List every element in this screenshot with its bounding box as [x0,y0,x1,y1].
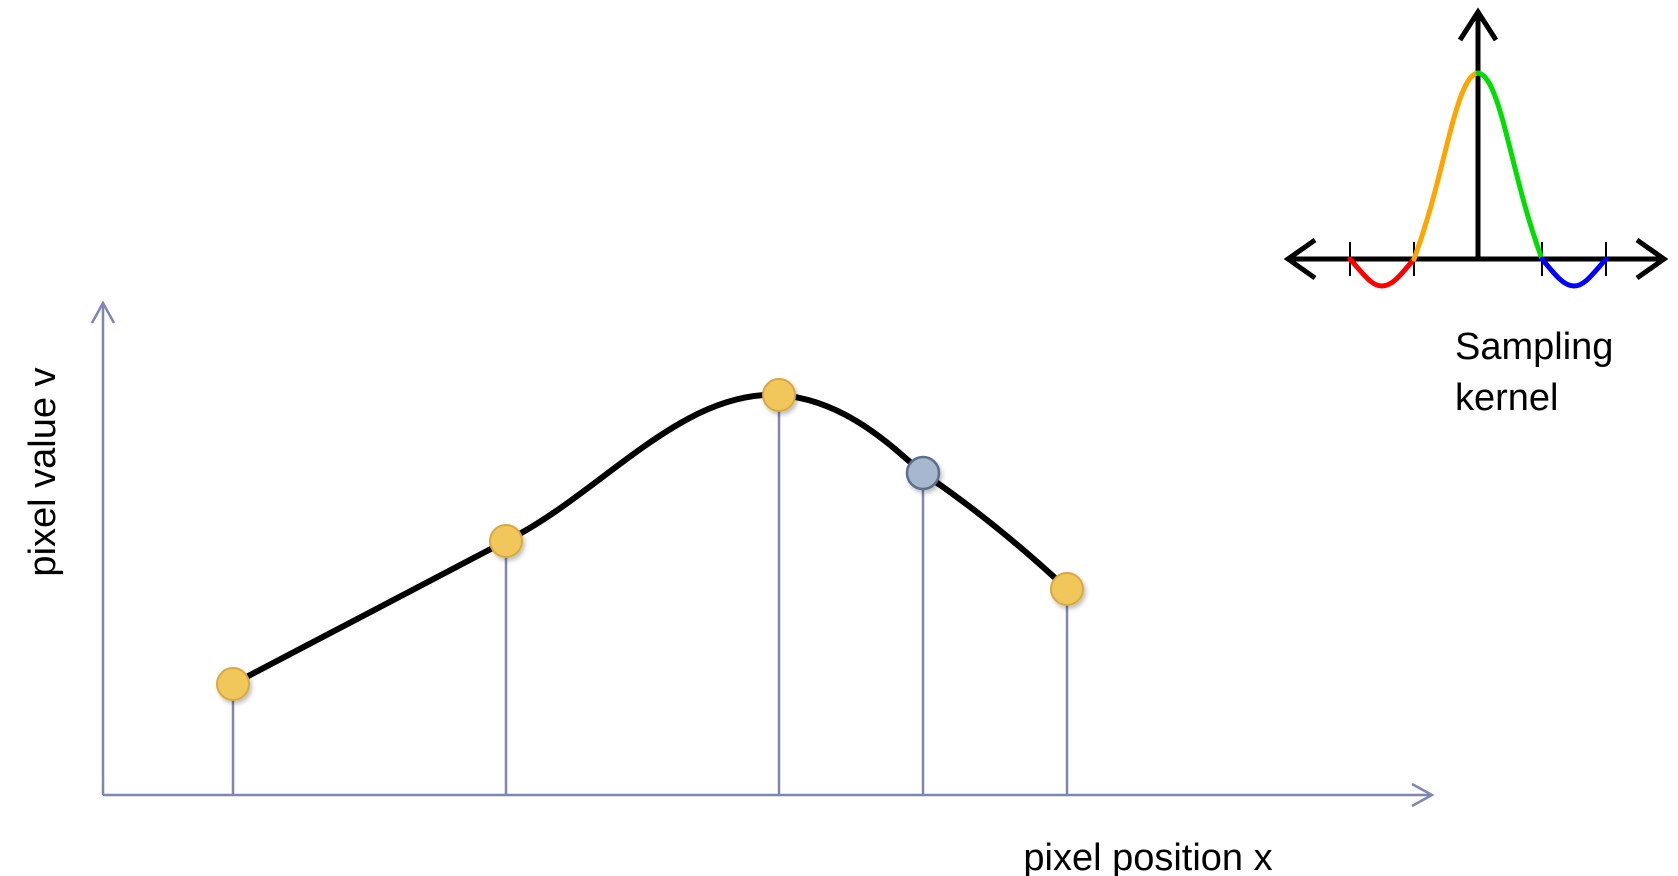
sample-points [216,378,1084,701]
sample-point [762,378,796,412]
sample-stems [231,395,1069,795]
kernel-segment-orange [1411,70,1481,262]
y-axis-label: pixel value v [22,367,64,576]
interpolated-point [905,455,941,491]
sample-point [216,667,250,701]
kernel-y-arrow [1457,7,1499,42]
kernel-label-line2: kernel [1455,377,1559,419]
kernel-label-line1: Sampling [1455,326,1613,368]
main-axes [90,300,1435,808]
kernel-x-arrow-right [1635,237,1669,281]
x-axis-label: pixel position x [1023,837,1272,876]
sampling-kernel-inset: Sampling kernel [1283,7,1669,419]
sample-point [489,524,523,558]
kernel-segment-green [1475,70,1545,262]
kernel-segment-blue [1539,256,1609,289]
kernel-segment-red [1347,256,1417,289]
x-axis-arrowhead [1411,782,1435,808]
kernel-x-arrow-left [1283,237,1317,281]
sample-point [1050,572,1084,606]
y-axis-arrowhead [90,300,116,324]
reconstructed-curve [230,391,1070,687]
